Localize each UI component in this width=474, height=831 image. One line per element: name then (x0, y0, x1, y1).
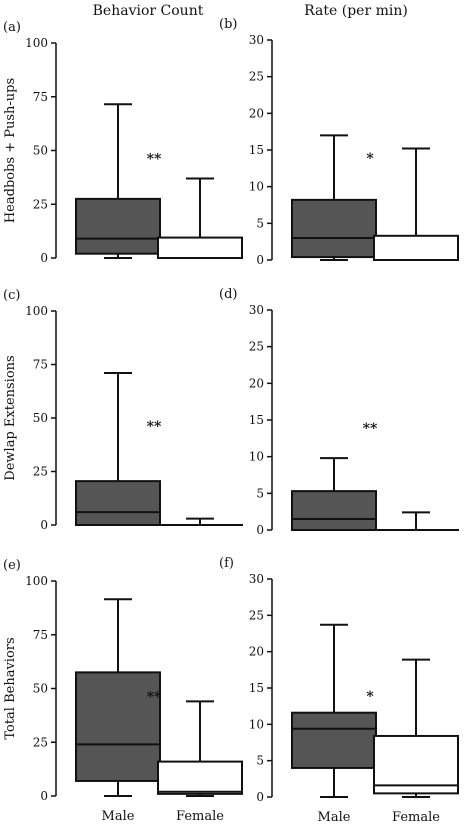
x-category-label: Female (392, 810, 440, 825)
box-iqr (158, 238, 242, 258)
box-male (292, 625, 376, 797)
y-tick-label: 0 (256, 790, 264, 804)
y-axis-label: Total Behaviors (3, 637, 18, 739)
y-tick-label: 0 (40, 518, 48, 532)
box-male (292, 458, 376, 530)
y-tick-label: 30 (249, 572, 264, 586)
box-female (158, 178, 242, 258)
y-tick-label: 75 (33, 628, 48, 642)
box-iqr (292, 713, 376, 768)
box-female (374, 660, 458, 797)
y-tick-label: 15 (249, 413, 264, 427)
y-tick-label: 100 (25, 574, 48, 588)
box-female (158, 519, 242, 525)
panel-label: (f) (219, 556, 234, 571)
y-tick-label: 20 (249, 645, 264, 659)
panel-6: 0 5 10 15 20 25 30 (f) * Male Female (219, 556, 458, 825)
y-tick-label: 100 (25, 36, 48, 50)
y-tick-label: 25 (33, 465, 48, 479)
significance-marker: * (366, 689, 374, 705)
y-tick-label: 30 (249, 303, 264, 317)
box-male (76, 104, 160, 258)
y-tick-label: 20 (249, 376, 264, 390)
y-tick-label: 100 (25, 304, 48, 318)
y-tick-label: 15 (249, 681, 264, 695)
significance-marker: * (366, 151, 374, 167)
y-tick-label: 75 (33, 358, 48, 372)
x-category-label: Female (176, 809, 224, 824)
y-tick-label: 50 (33, 411, 48, 425)
y-tick-label: 50 (33, 682, 48, 696)
box-iqr (76, 199, 160, 254)
box-iqr (292, 491, 376, 530)
y-tick-label: 20 (249, 106, 264, 120)
y-tick-label: 25 (249, 70, 264, 84)
box-iqr (374, 236, 458, 260)
box-female (374, 512, 458, 530)
y-tick-label: 75 (33, 90, 48, 104)
column-title-count: Behavior Count (93, 3, 204, 19)
panel-1: 0 25 50 75 100 (a) Headbobs + Push-ups ** (3, 20, 242, 265)
y-tick-label: 15 (249, 143, 264, 157)
y-tick-label: 50 (33, 144, 48, 158)
y-tick-label: 5 (256, 754, 264, 768)
significance-marker: ** (147, 689, 162, 705)
panel-3: 0 25 50 75 100 (c) Dewlap Extensions ** (3, 288, 242, 532)
box-female (374, 149, 458, 260)
box-iqr (158, 762, 242, 794)
y-tick-label: 5 (256, 216, 264, 230)
significance-marker: ** (363, 421, 378, 437)
panel-label: (b) (219, 17, 237, 32)
y-tick-label: 25 (249, 608, 264, 622)
significance-marker: ** (147, 151, 162, 167)
box-female (158, 701, 242, 796)
column-title-rate: Rate (per min) (304, 3, 408, 19)
panel-5: 0 25 50 75 100 (e) Total Behaviors ** Male Female (3, 558, 242, 824)
panel-label: (c) (3, 288, 20, 303)
y-axis-label: Dewlap Extensions (3, 355, 18, 480)
y-tick-label: 10 (249, 717, 264, 731)
y-tick-label: 25 (33, 735, 48, 749)
x-category-label: Male (102, 809, 135, 824)
panel-label: (a) (3, 20, 21, 35)
y-tick-label: 25 (33, 197, 48, 211)
y-tick-label: 0 (40, 789, 48, 803)
box-iqr (76, 481, 160, 525)
y-tick-label: 5 (256, 486, 264, 500)
significance-marker: ** (147, 419, 162, 435)
box-iqr (292, 200, 376, 257)
y-tick-label: 25 (249, 340, 264, 354)
box-male (292, 135, 376, 260)
panel-4: 0 5 10 15 20 25 30 (d) ** (219, 287, 458, 537)
y-tick-label: 0 (256, 523, 264, 537)
panel-2: 0 5 10 15 20 25 30 (b) * (219, 17, 458, 267)
panel-label: (e) (3, 558, 21, 573)
y-tick-label: 30 (249, 33, 264, 47)
y-tick-label: 0 (256, 253, 264, 267)
x-category-label: Male (318, 810, 351, 825)
y-axis-label: Headbobs + Push-ups (3, 78, 18, 223)
y-tick-label: 10 (249, 450, 264, 464)
y-tick-label: 10 (249, 180, 264, 194)
box-male (76, 373, 160, 525)
panel-label: (d) (219, 287, 237, 302)
y-tick-label: 0 (40, 251, 48, 265)
